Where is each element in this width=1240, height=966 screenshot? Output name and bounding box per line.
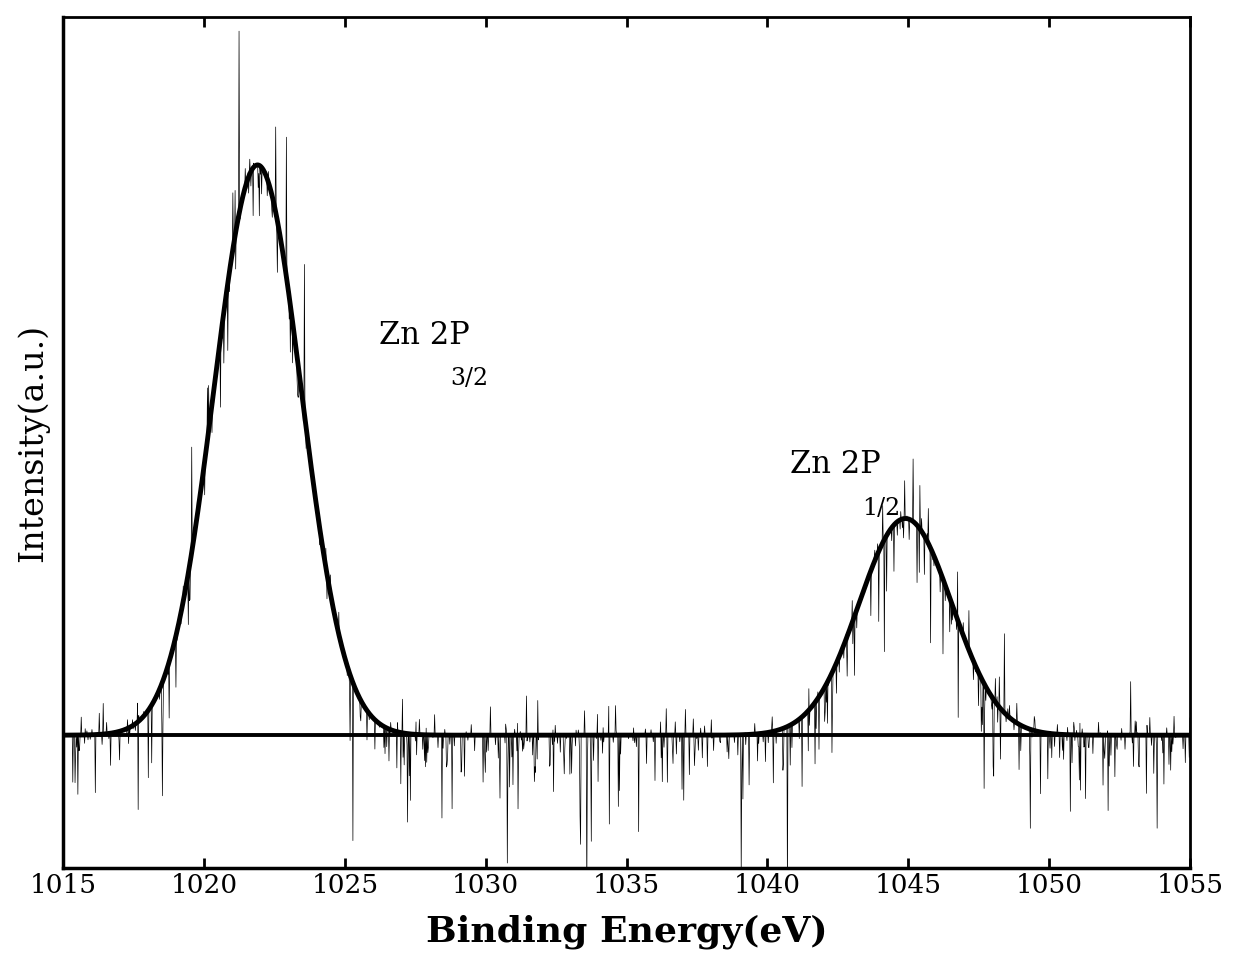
Text: Zn 2P: Zn 2P — [790, 449, 880, 480]
Text: Zn 2P: Zn 2P — [378, 320, 470, 351]
Text: 3/2: 3/2 — [450, 367, 489, 390]
X-axis label: Binding Energy(eV): Binding Energy(eV) — [425, 915, 827, 950]
Text: 1/2: 1/2 — [862, 497, 900, 520]
Y-axis label: Intensity(a.u.): Intensity(a.u.) — [16, 324, 50, 561]
